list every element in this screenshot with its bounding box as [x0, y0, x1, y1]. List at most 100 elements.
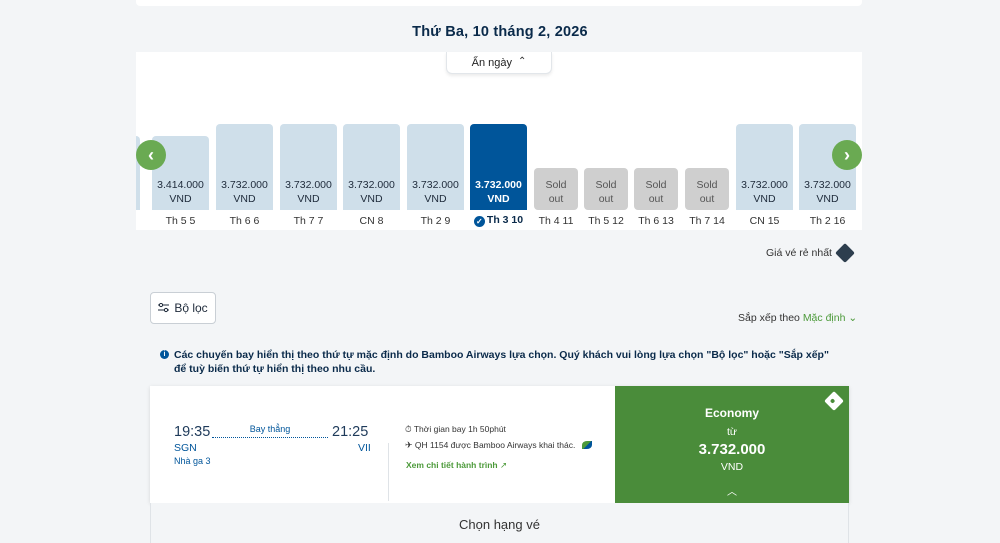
flight-duration-text: Thời gian bay 1h 50phút	[413, 424, 506, 434]
card-divider	[388, 443, 389, 501]
route-line	[212, 437, 328, 438]
calendar-day-price: 3.732.000	[348, 179, 395, 191]
calendar-day-price: 3.732.000	[412, 179, 459, 191]
calendar-day-price: Sold	[545, 179, 567, 191]
calendar-day-label: CN 15	[749, 215, 780, 227]
route-type: Bay thẳng	[249, 424, 291, 434]
bamboo-logo-icon	[581, 441, 592, 449]
calendar-day-label: Th 4 11	[538, 215, 574, 227]
arrive-time: 21:25	[332, 424, 369, 440]
external-link-icon: ↗	[500, 460, 508, 470]
chevron-right-icon: ›	[844, 144, 850, 165]
calendar-day-bar: Sold out	[634, 168, 678, 210]
calendar-day[interactable]: Sold out Th 6 13	[634, 52, 678, 230]
calendar-day-price: 3.732.000	[221, 179, 268, 191]
calendar-day-price: Sold	[696, 179, 718, 191]
flight-duration: ⏱ Thời gian bay 1h 50phút	[405, 424, 506, 435]
economy-currency: VND	[720, 461, 744, 473]
economy-from: từ	[727, 426, 737, 438]
notice-text: Các chuyến bay hiển thị theo thứ tự mặc …	[174, 349, 829, 375]
depart-time: 19:35	[174, 424, 211, 440]
calendar-day-bar: Sold out	[534, 168, 578, 210]
calendar-day[interactable]: Sold out Th 5 12	[584, 52, 628, 230]
calendar-day-currency: VND	[487, 193, 510, 205]
calendar-day[interactable]: 3.732.000 VND CN 8	[343, 52, 400, 230]
calendar-day[interactable]: 3.732.000 VND Th 7 7	[280, 52, 337, 230]
hide-dates-toggle[interactable]: Ẩn ngày ⌃	[446, 52, 552, 74]
date-calendar: 0 3.414.000 VND Th 5 5 3.732.000 VND Th …	[136, 52, 862, 230]
calendar-day-currency: VND	[360, 193, 383, 205]
sort-value: Mặc định	[802, 312, 846, 324]
calendar-day-bar: 3.732.000 VND	[736, 124, 793, 210]
calendar-day-price: 3.732.000	[741, 179, 788, 191]
sort-label: Sắp xếp theo	[738, 312, 800, 324]
cheapest-fare-label: Giá vé rẻ nhất	[766, 247, 832, 259]
chevron-up-icon: ⌃	[517, 56, 527, 67]
calendar-day[interactable]: 3.732.000 VND CN 15	[736, 52, 793, 230]
calendar-day-bar: 3.732.000 VND	[470, 124, 527, 210]
calendar-prev-button[interactable]: ‹	[136, 140, 166, 170]
calendar-day-price: 3.414.000	[157, 179, 204, 191]
depart-airport: SGN	[174, 442, 197, 454]
check-icon: ✓	[473, 216, 485, 227]
calendar-day-bar: Sold out	[685, 168, 729, 210]
calendar-day-bar: 0	[136, 136, 140, 210]
filter-button[interactable]: Bộ lọc	[150, 292, 216, 324]
filter-label: Bộ lọc	[174, 301, 208, 315]
calendar-day-currency: out	[548, 193, 564, 205]
calendar-day-label: Th 7 14	[689, 215, 725, 227]
info-icon: i	[160, 350, 169, 359]
calendar-day-bar: 3.732.000 VND	[407, 124, 464, 210]
sort-dropdown[interactable]: Sắp xếp theo Mặc định ⌄	[738, 312, 857, 324]
flight-details-link-text: Xem chi tiết hành trình	[406, 460, 498, 470]
calendar-day-label-wrap: ✓ Th 3 10	[470, 214, 527, 227]
calendar-day[interactable]: 3.732.000 VND Th 6 6	[216, 52, 273, 230]
calendar-day-currency: out	[699, 193, 715, 205]
calendar-day-label: Th 3 10	[486, 214, 524, 226]
calendar-day-price: Sold	[645, 179, 667, 191]
calendar-day-currency: out	[598, 193, 614, 205]
chevron-down-icon: ⌄	[848, 312, 858, 324]
calendar-day-currency: VND	[424, 193, 447, 205]
price-tag-icon	[835, 243, 855, 263]
calendar-day[interactable]: 3.414.000 VND Th 5 5	[152, 52, 209, 230]
calendar-day-label: Th 7 7	[293, 215, 324, 227]
calendar-day[interactable]: Sold out Th 4 11	[534, 52, 578, 230]
calendar-day-bar: Sold out	[584, 168, 628, 210]
calendar-day-currency: VND	[753, 193, 776, 205]
economy-fare-button[interactable]: Economy từ 3.732.000 VND ︿	[615, 386, 849, 503]
chevron-left-icon: ‹	[148, 144, 154, 165]
flight-operator: ✈ QH 1154 được Bamboo Airways khai thác.	[405, 440, 592, 451]
calendar-day-label: Th 2 16	[809, 215, 846, 227]
economy-title: Economy	[704, 406, 759, 420]
calendar-day-currency: VND	[816, 193, 839, 205]
calendar-day-partial[interactable]: 0	[136, 52, 140, 230]
calendar-day-label: Th 6 13	[638, 215, 674, 227]
fare-class-title: Chọn hạng vé	[459, 517, 540, 532]
calendar-day-label: Th 5 5	[165, 215, 196, 227]
sliders-icon	[158, 303, 170, 313]
economy-price: 3.732.000	[698, 441, 766, 458]
calendar-next-button[interactable]: ›	[832, 140, 862, 170]
calendar-day-currency: VND	[233, 193, 256, 205]
top-strip	[136, 0, 862, 6]
calendar-day-currency: out	[648, 193, 664, 205]
calendar-day-label: CN 8	[359, 215, 384, 227]
depart-terminal: Nhà ga 3	[174, 456, 211, 466]
calendar-day-label: Th 2 9	[420, 215, 451, 227]
flight-details-link[interactable]: Xem chi tiết hành trình ↗	[406, 460, 507, 471]
calendar-day-currency: VND	[297, 193, 320, 205]
calendar-day-label: Th 6 6	[229, 215, 260, 227]
calendar-day-price: Sold	[595, 179, 617, 191]
calendar-day-bar: 3.732.000 VND	[343, 124, 400, 210]
clock-icon: ⏱	[405, 424, 412, 434]
hide-dates-label: Ẩn ngày	[471, 56, 512, 69]
calendar-day-price: 3.732.000	[475, 179, 522, 191]
chevron-up-icon: ︿	[727, 487, 737, 498]
calendar-day[interactable]: 3.732.000 VND Th 2 9	[407, 52, 464, 230]
flight-card: 19:35 21:25 Bay thẳng SGN VII Nhà ga 3 ⏱…	[150, 386, 849, 503]
calendar-day-selected[interactable]: 3.732.000 VND ✓ Th 3 10	[470, 52, 527, 230]
calendar-day-label: Th 5 12	[588, 215, 624, 227]
calendar-day[interactable]: Sold out Th 7 14	[685, 52, 729, 230]
flight-operator-text: QH 1154 được Bamboo Airways khai thác.	[414, 440, 576, 450]
